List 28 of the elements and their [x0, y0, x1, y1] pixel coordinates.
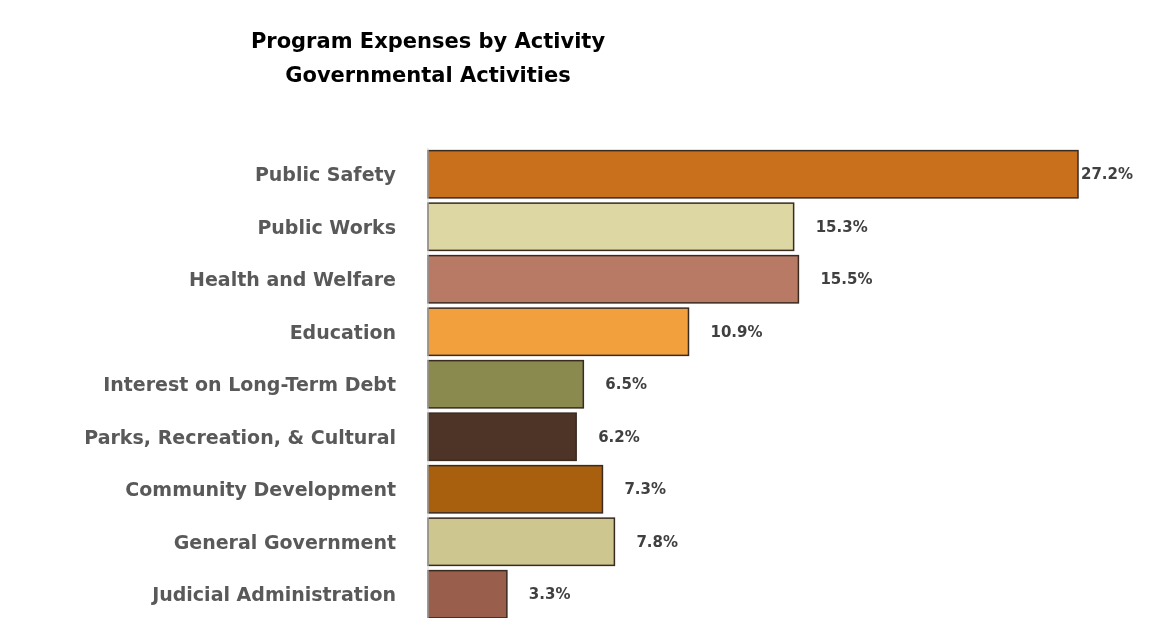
data-label: 6.2%: [598, 427, 640, 446]
bar: [427, 464, 604, 514]
bar: [427, 517, 616, 567]
bar: [427, 202, 795, 252]
y-tick-label: Community Development: [125, 478, 396, 501]
data-label: 3.3%: [528, 585, 571, 604]
y-tick-label: Public Works: [257, 215, 396, 238]
data-label: 7.3%: [624, 480, 667, 499]
data-label: 6.5%: [605, 375, 647, 394]
data-label: 15.3%: [815, 217, 868, 236]
chart-title: Program Expenses by Activity Governmental Activities: [250, 29, 606, 87]
bar: [427, 569, 508, 618]
y-tick-label: Health and Welfare: [189, 268, 396, 291]
bar: [427, 149, 1079, 199]
bar: [427, 307, 690, 357]
data-label: 15.5%: [820, 270, 873, 289]
y-tick-label: Parks, Recreation, & Cultural: [84, 425, 396, 448]
bar: [427, 254, 800, 304]
y-tick-label: Education: [289, 320, 396, 343]
y-tick-label: General Government: [173, 530, 396, 553]
data-label: 7.8%: [636, 532, 679, 551]
data-label: 27.2%: [1081, 165, 1134, 184]
y-tick-label: Public Safety: [254, 163, 397, 186]
data-label: 10.9%: [710, 322, 763, 341]
y-tick-label: Interest on Long-Term Debt: [103, 373, 396, 396]
y-tick-label: Judicial Administration: [150, 583, 396, 606]
bar: [427, 359, 585, 409]
bar: [427, 412, 577, 462]
